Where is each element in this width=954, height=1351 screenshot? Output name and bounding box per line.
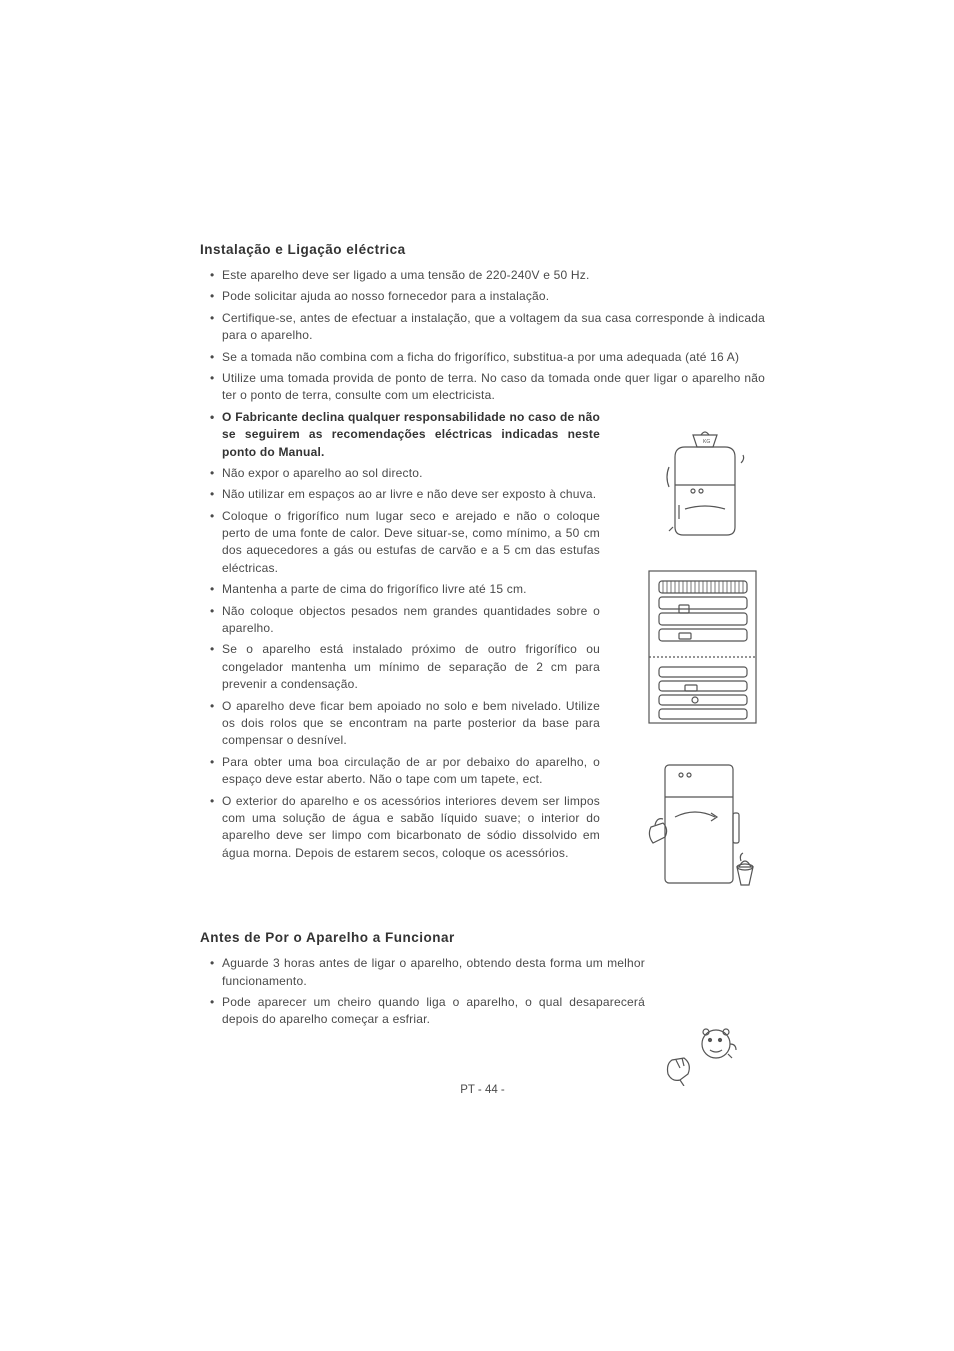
section2-list: Aguarde 3 horas antes de ligar o aparelh… [200,955,645,1029]
section2-heading: Antes de Por o Aparelho a Funcionar [200,930,765,945]
radiator-clearance-icon [645,567,760,727]
list-item: Não coloque objectos pesados nem grandes… [212,603,600,638]
page-footer: PT - 44 - [200,1084,765,1096]
list-item: Para obter uma boa circulação de ar por … [212,754,600,789]
list-item: Pode solicitar ajuda ao nosso fornecedor… [212,288,765,305]
section1-list-wide: Este aparelho deve ser ligado a uma tens… [200,267,765,405]
list-item: Não utilizar em espaços ao ar livre e nã… [212,486,600,503]
list-item: Se a tomada não combina com a ficha do f… [212,349,765,366]
manual-page: Instalação e Ligação eléctrica Este apar… [200,242,765,1033]
list-item: O exterior do aparelho e os acessórios i… [212,793,600,863]
list-item: Coloque o frigorífico num lugar seco e a… [212,508,600,578]
list-item: Utilize uma tomada provida de ponto de t… [212,370,765,405]
svg-text:KG: KG [703,439,710,445]
section1-list-narrow: O Fabricante declina qualquer responsabi… [200,409,600,862]
list-item: Este aparelho deve ser ligado a uma tens… [212,267,765,284]
list-item: Não expor o aparelho ao sol directo. [212,465,600,482]
list-item: Certifique-se, antes de efectuar a insta… [212,310,765,345]
cleaning-fridge-icon [645,757,760,892]
list-item: Aguarde 3 horas antes de ligar o aparelh… [212,955,645,990]
list-item: O aparelho deve ficar bem apoiado no sol… [212,698,600,750]
list-item: Mantenha a parte de cima do frigorífico … [212,581,600,598]
list-item: O Fabricante declina qualquer responsabi… [212,409,600,461]
section1-heading: Instalação e Ligação eléctrica [200,242,765,257]
list-item: Se o aparelho está instalado próximo de … [212,641,600,693]
wait-clock-icon [662,1024,740,1086]
list-item: Pode aparecer um cheiro quando liga o ap… [212,994,645,1029]
weight-on-fridge-icon: KG [655,427,755,542]
section2: Antes de Por o Aparelho a Funcionar Agua… [200,930,765,1029]
